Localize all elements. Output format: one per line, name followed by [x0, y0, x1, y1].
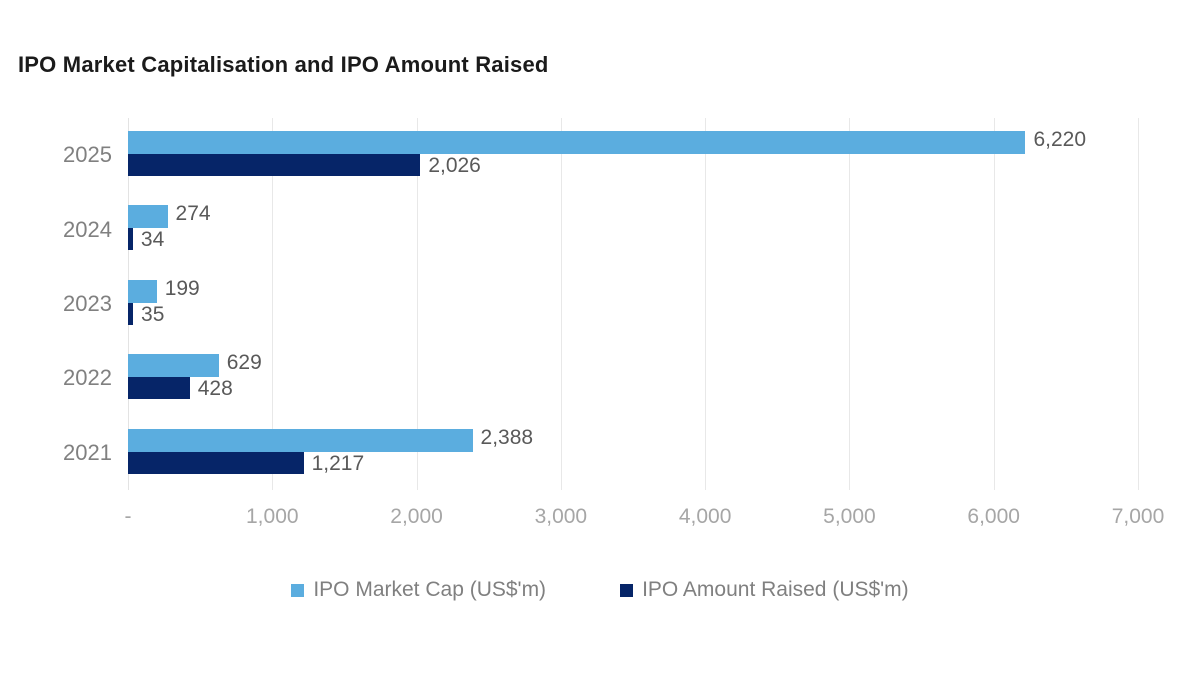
data-label-2025-market-cap: 6,220 [1033, 128, 1087, 151]
x-tick-6000: 6,000 [967, 505, 1020, 528]
gridline-4000 [705, 118, 707, 490]
gridline-6000 [993, 118, 995, 490]
y-axis-label-2022: 2022 [63, 365, 112, 391]
data-label-2022-amount-raised: 428 [197, 377, 233, 401]
bar-2022-market-cap[interactable] [128, 354, 219, 378]
y-axis-category-labels: 2025 2024 2023 2022 2021 [0, 118, 112, 490]
gridline-7000 [1138, 118, 1139, 490]
bar-2021-amount-raised[interactable] [128, 451, 304, 474]
data-label-2023-market-cap: 199 [164, 276, 200, 300]
legend-label: IPO Amount Raised (US$'m) [642, 578, 909, 601]
bar-2023-amount-raised[interactable] [128, 302, 134, 325]
gridline-3000 [560, 118, 562, 490]
bar-2023-market-cap[interactable] [128, 279, 157, 303]
y-axis-label-2025: 2025 [63, 142, 112, 168]
bar-group: 199 35 [128, 267, 1138, 341]
x-tick-1000: 1,000 [246, 505, 299, 528]
bar-2025-amount-raised[interactable] [128, 154, 421, 176]
plot-area: 6,220 2,026 274 34 199 35 629 428 2,388 1,217 [128, 118, 1139, 490]
bar-2024-market-cap[interactable] [128, 205, 168, 229]
data-label-2023-amount-raised: 35 [141, 302, 165, 326]
x-tick-0: - [124, 505, 132, 528]
bar-group: 2,388 1,217 [128, 416, 1138, 490]
data-label-2025-amount-raised: 2,026 [428, 154, 481, 177]
data-label-2022-market-cap: 629 [226, 351, 262, 375]
y-axis-label-2023: 2023 [63, 291, 112, 316]
bar-2021-market-cap[interactable] [128, 428, 473, 452]
bar-2022-amount-raised[interactable] [128, 377, 190, 400]
chart-legend: IPO Market Cap (US$'m) IPO Amount Raised … [0, 578, 1200, 602]
y-axis-label-2021: 2021 [63, 439, 112, 465]
x-tick-5000: 5,000 [823, 505, 876, 528]
bar-group: 274 34 [128, 192, 1138, 266]
legend-item-amount-raised[interactable]: IPO Amount Raised (US$'m) [620, 578, 909, 602]
chart-title: IPO Market Capitalisation and IPO Amount… [18, 52, 549, 77]
y-axis-label-2024: 2024 [63, 216, 112, 242]
x-tick-4000: 4,000 [678, 505, 732, 528]
x-tick-7000: 7,000 [1111, 505, 1165, 528]
bar-2024-amount-raised[interactable] [128, 228, 133, 251]
gridline-1000 [272, 118, 274, 490]
gridline-2000 [416, 118, 418, 490]
legend-swatch-icon-amount-raised [620, 583, 634, 597]
data-label-2024-market-cap: 274 [175, 202, 211, 226]
data-label-2021-market-cap: 2,388 [480, 425, 534, 449]
bar-group: 629 428 [128, 341, 1138, 415]
x-tick-2000: 2,000 [390, 505, 443, 528]
x-axis-tick-labels: - 1,000 2,000 3,000 4,000 5,000 6,000 7,000 [124, 505, 1165, 539]
data-label-2024-amount-raised: 34 [140, 228, 165, 252]
bar-group: 6,220 2,026 [128, 118, 1138, 192]
legend-swatch-icon-market-cap [291, 583, 305, 597]
x-tick-3000: 3,000 [534, 505, 588, 528]
legend-item-market-cap[interactable]: IPO Market Cap (US$'m) [291, 578, 546, 602]
gridline-5000 [849, 118, 851, 490]
legend-label: IPO Market Cap (US$'m) [313, 578, 547, 601]
data-label-2021-amount-raised: 1,217 [311, 451, 365, 475]
bar-2025-market-cap[interactable] [128, 131, 1026, 154]
